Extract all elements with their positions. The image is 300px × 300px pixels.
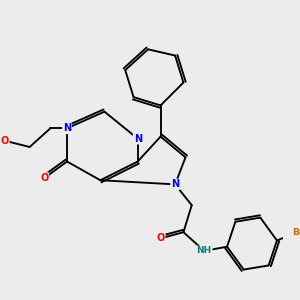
Text: N: N [63,123,71,133]
Text: N: N [171,179,179,189]
Text: O: O [156,233,165,243]
Text: NH: NH [196,246,212,255]
Text: O: O [1,136,9,146]
Text: Br: Br [292,228,300,237]
Text: N: N [134,134,142,144]
Text: O: O [40,173,48,183]
